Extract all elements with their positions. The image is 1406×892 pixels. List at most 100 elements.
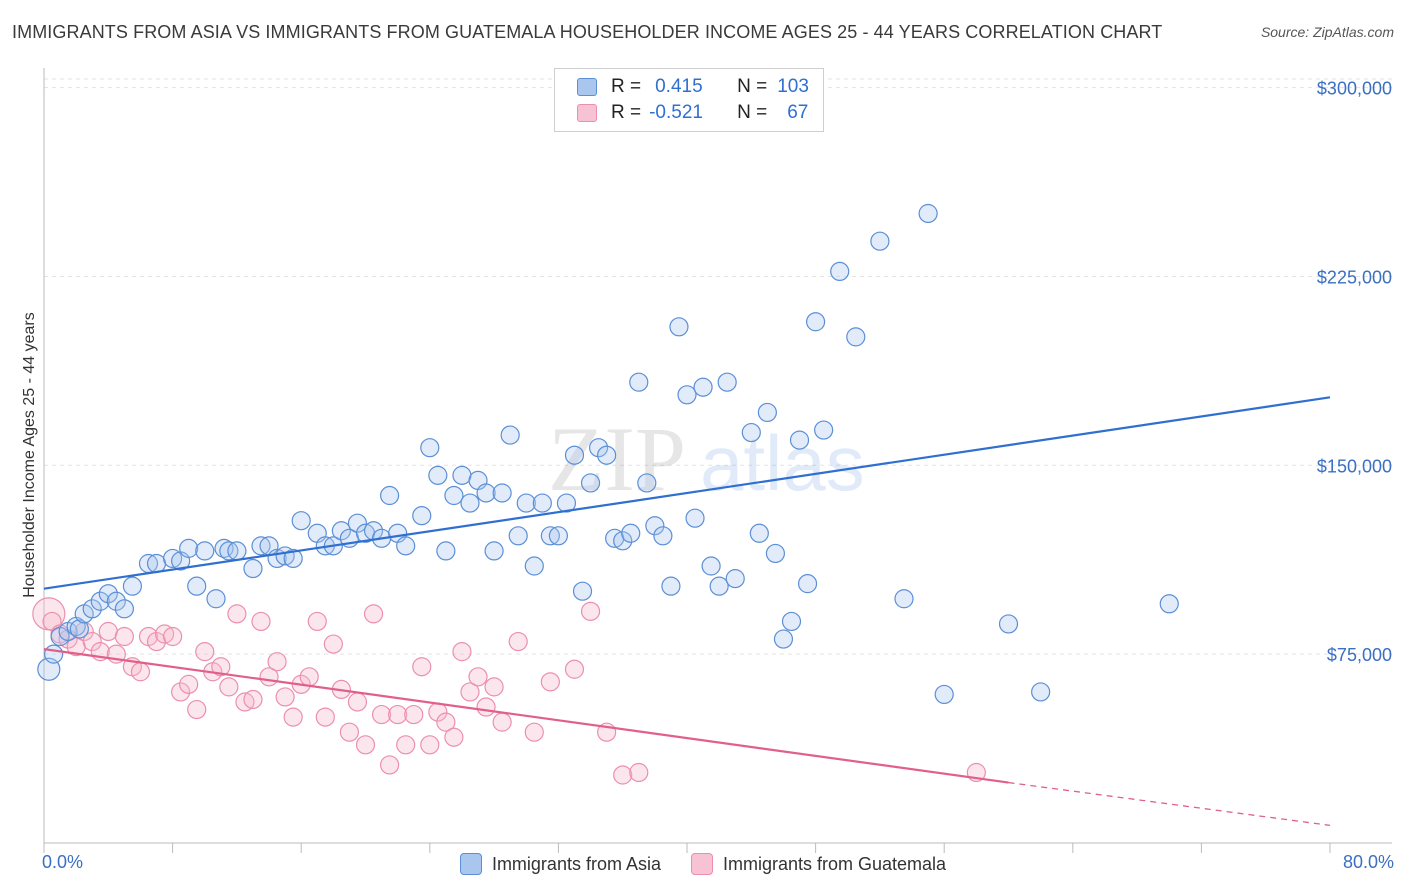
guatemala-point — [396, 735, 416, 755]
asia-point — [106, 591, 126, 611]
series-legend: Immigrants from Asia Immigrants from Gua… — [0, 852, 1406, 876]
legend-n-value: 67 — [787, 102, 809, 123]
asia-point — [114, 599, 134, 619]
guatemala-point — [564, 659, 585, 679]
asia-point — [846, 327, 866, 347]
guatemala-point — [179, 674, 199, 694]
legend-swatch-asia — [577, 78, 597, 96]
asia-point — [243, 558, 263, 579]
asia-point — [444, 485, 464, 506]
guatemala-point — [283, 707, 303, 727]
guatemala-point — [629, 762, 649, 783]
trend-lines — [43, 396, 1331, 827]
asia-point — [484, 541, 504, 561]
asia-point — [476, 483, 496, 503]
asia-point — [693, 377, 713, 397]
asia-point — [524, 556, 544, 576]
asia-point — [452, 465, 472, 485]
asia-point — [701, 556, 721, 576]
y-axis-label: Householder Income Ages 25 - 44 years — [21, 312, 38, 598]
asia-point — [69, 619, 89, 639]
legend-n-label: N = — [737, 76, 768, 97]
guatemala-point — [243, 689, 263, 710]
asia-point — [685, 508, 705, 528]
asia-point — [934, 684, 954, 705]
asia-point — [805, 312, 826, 332]
asia-point — [653, 526, 673, 546]
asia-point — [709, 576, 729, 596]
guatemala-point — [275, 687, 295, 707]
asia-point — [44, 644, 64, 664]
guatemala-point — [444, 727, 464, 747]
asia-point — [420, 438, 440, 458]
asia-point — [556, 493, 577, 513]
asia-point — [661, 576, 681, 596]
series-asia-points — [37, 203, 1179, 705]
asia-point — [637, 473, 657, 493]
asia-point — [669, 317, 689, 337]
asia-point — [195, 541, 215, 561]
asia-point — [251, 536, 271, 556]
asia-point — [629, 372, 649, 392]
legend-n-label: N = — [737, 102, 768, 123]
guatemala-point — [524, 722, 544, 742]
guatemala-point — [323, 634, 343, 654]
watermark-atlas: atlas — [700, 419, 865, 507]
asia-point — [291, 511, 311, 531]
guatemala-point — [476, 697, 496, 717]
asia-point — [564, 445, 585, 465]
legend-r-label: R = — [611, 76, 642, 97]
asia-point — [1159, 594, 1179, 614]
guatemala-point — [484, 677, 504, 697]
asia-point — [757, 402, 777, 423]
guatemala-point — [371, 704, 392, 725]
guatemala-trend-line — [43, 648, 1009, 784]
asia-point — [98, 584, 118, 604]
guatemala-trend-extension — [1008, 781, 1331, 827]
asia-point — [283, 548, 303, 569]
asia-point — [540, 526, 560, 546]
guatemala-point — [299, 667, 319, 687]
guatemala-point — [363, 604, 384, 624]
guatemala-point — [452, 642, 472, 662]
watermark-zip: ZIP — [548, 408, 686, 510]
x-tick-max: 80.0% — [1342, 852, 1394, 872]
legend-swatch-asia — [459, 853, 482, 875]
legend-row-guatemala: R = -0.521 N = 67 — [577, 101, 808, 125]
asia-point — [396, 536, 416, 556]
guatemala-point — [580, 601, 601, 621]
asia-point — [508, 526, 528, 546]
guatemala-point — [339, 722, 360, 742]
asia-point — [380, 485, 400, 506]
guatemala-point — [251, 611, 271, 632]
legend-swatch-guatemala — [577, 104, 597, 122]
chart-title: IMMIGRANTS FROM ASIA VS IMMIGRANTS FROM … — [12, 22, 1163, 42]
y-tick-label: $225,000 — [1317, 267, 1392, 287]
asia-point — [998, 614, 1019, 634]
asia-point — [621, 523, 641, 543]
asia-point — [588, 438, 609, 458]
legend-item-asia: Immigrants from Asia — [459, 853, 661, 875]
legend-label-guatemala: Immigrants from Guatemala — [722, 853, 947, 874]
asia-point — [179, 538, 199, 558]
asia-point — [460, 493, 480, 513]
asia-point — [597, 445, 617, 465]
guatemala-point — [114, 626, 134, 647]
guatemala-point — [347, 692, 368, 712]
guatemala-point — [468, 667, 488, 687]
asia-point — [500, 425, 520, 445]
asia-point — [163, 548, 183, 569]
guatemala-point — [98, 621, 118, 642]
asia-point — [830, 261, 850, 282]
asia-point — [227, 541, 247, 561]
source-label: Source: ZipAtlas.com — [1260, 24, 1394, 40]
guatemala-point — [388, 704, 408, 725]
guatemala-point — [163, 626, 183, 647]
asia-point — [122, 576, 143, 596]
asia-point — [725, 569, 745, 589]
asia-point — [814, 420, 834, 440]
asia-point — [1031, 682, 1051, 702]
asia-point — [645, 516, 665, 536]
asia-point — [146, 553, 167, 574]
